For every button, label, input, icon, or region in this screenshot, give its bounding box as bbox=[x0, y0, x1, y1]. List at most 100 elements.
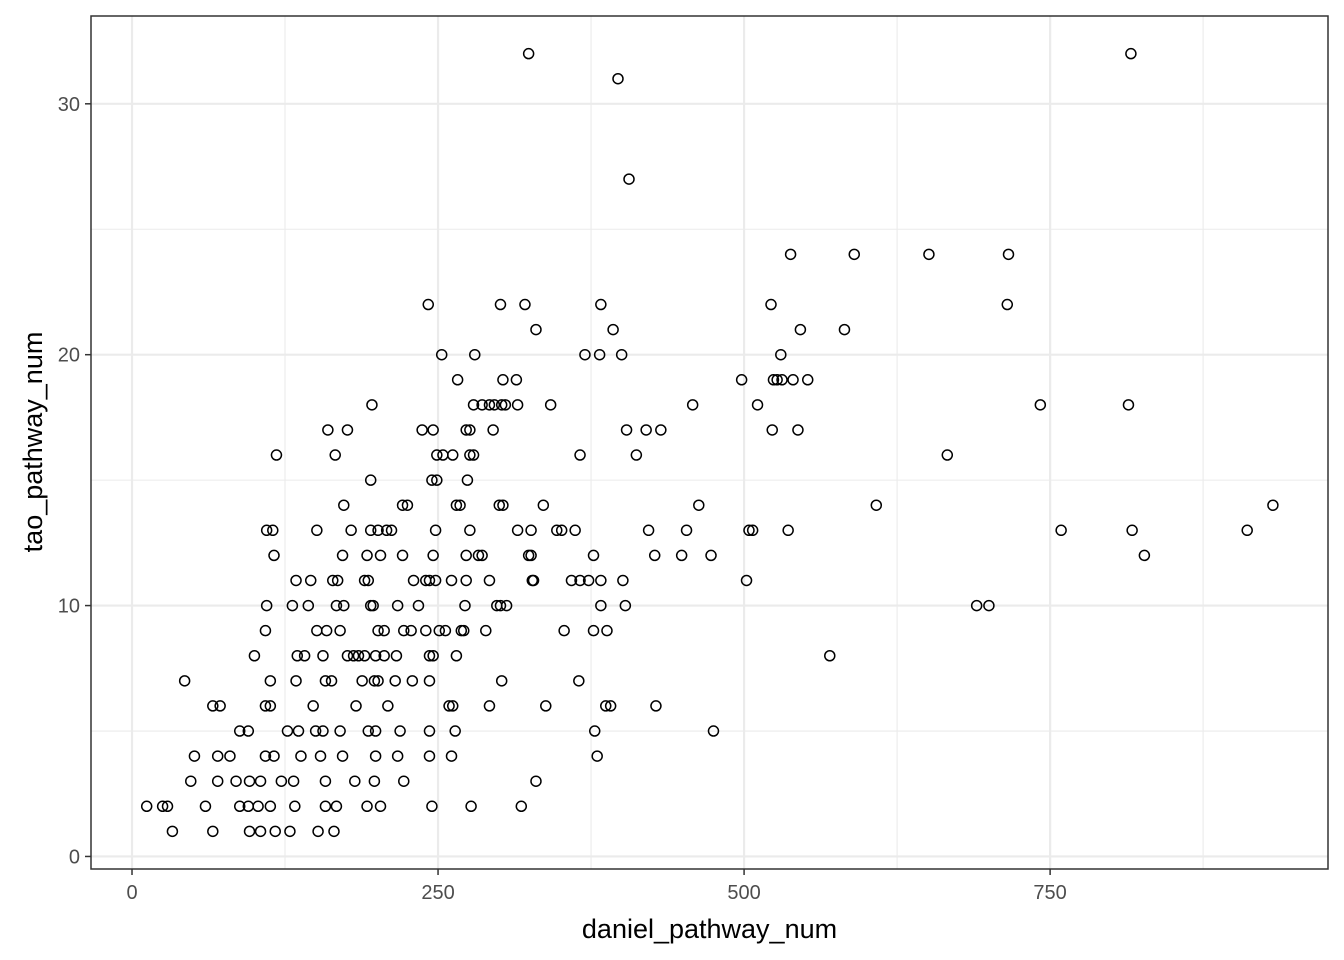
data-point bbox=[423, 750, 436, 762]
data-point bbox=[287, 775, 300, 787]
data-point bbox=[458, 624, 470, 637]
data-point bbox=[604, 700, 617, 712]
data-point bbox=[686, 399, 699, 411]
data-point bbox=[269, 825, 281, 838]
data-point bbox=[1138, 549, 1151, 562]
data-point bbox=[361, 549, 373, 562]
data-point bbox=[290, 574, 302, 587]
data-point bbox=[382, 700, 394, 712]
data-point bbox=[390, 650, 403, 662]
data-point bbox=[291, 650, 304, 662]
data-point bbox=[650, 700, 662, 712]
data-point bbox=[199, 800, 212, 813]
data-point bbox=[267, 524, 279, 537]
data-point bbox=[396, 549, 409, 562]
data-point bbox=[270, 449, 283, 461]
data-point bbox=[312, 825, 324, 838]
data-point bbox=[460, 424, 472, 436]
data-point bbox=[362, 574, 375, 587]
data-point bbox=[230, 775, 242, 787]
data-point bbox=[530, 775, 542, 787]
data-point bbox=[454, 499, 466, 511]
data-point bbox=[784, 248, 797, 261]
data-point bbox=[398, 624, 410, 637]
data-point bbox=[429, 524, 442, 537]
data-point bbox=[309, 725, 322, 737]
data-point bbox=[290, 675, 302, 687]
data-point bbox=[319, 675, 332, 687]
data-point bbox=[368, 675, 381, 687]
data-point bbox=[416, 424, 428, 436]
data-point bbox=[391, 599, 404, 612]
data-point bbox=[569, 524, 581, 537]
data-point bbox=[422, 298, 435, 311]
data-point bbox=[483, 399, 496, 411]
data-point bbox=[707, 725, 720, 737]
data-point bbox=[461, 474, 474, 486]
data-point bbox=[469, 348, 481, 361]
data-point bbox=[429, 574, 442, 587]
data-point bbox=[519, 298, 531, 311]
data-point bbox=[372, 624, 384, 637]
data-point bbox=[497, 499, 509, 511]
data-point bbox=[445, 750, 458, 762]
data-point bbox=[776, 374, 788, 386]
data-point bbox=[243, 825, 256, 838]
data-point bbox=[642, 524, 655, 537]
data-point bbox=[378, 624, 390, 637]
data-point bbox=[511, 399, 524, 411]
data-point bbox=[334, 624, 346, 637]
data-point bbox=[368, 775, 381, 787]
data-point bbox=[595, 599, 607, 612]
data-point bbox=[615, 348, 628, 361]
data-point bbox=[336, 549, 349, 562]
data-point bbox=[765, 298, 777, 311]
data-point bbox=[396, 499, 409, 511]
data-point bbox=[623, 173, 635, 185]
data-points bbox=[140, 47, 1279, 838]
x-tick-label: 0 bbox=[126, 882, 137, 904]
data-point bbox=[401, 499, 414, 511]
data-point bbox=[259, 750, 272, 762]
data-point bbox=[450, 499, 463, 511]
data-point bbox=[593, 348, 606, 361]
data-point bbox=[380, 524, 393, 537]
data-point bbox=[369, 650, 382, 662]
data-point bbox=[464, 449, 476, 461]
grid-lines bbox=[91, 16, 1328, 869]
data-point bbox=[983, 599, 995, 612]
data-point bbox=[838, 323, 851, 336]
data-point bbox=[445, 574, 458, 587]
data-point bbox=[480, 624, 492, 637]
panel-border bbox=[90, 15, 1329, 870]
data-point bbox=[460, 549, 472, 562]
data-point bbox=[693, 499, 705, 511]
data-point bbox=[358, 574, 371, 587]
data-point bbox=[207, 700, 219, 712]
data-point bbox=[582, 574, 595, 587]
data-point bbox=[767, 374, 780, 386]
data-point bbox=[544, 399, 557, 411]
data-point bbox=[450, 650, 463, 662]
data-point bbox=[233, 725, 246, 737]
data-point bbox=[374, 549, 387, 562]
data-point bbox=[439, 624, 452, 637]
data-point bbox=[361, 800, 373, 813]
data-point bbox=[295, 750, 307, 762]
data-point bbox=[1267, 499, 1279, 511]
data-point bbox=[675, 549, 688, 562]
data-point bbox=[740, 574, 753, 587]
data-point bbox=[465, 800, 477, 813]
data-point bbox=[574, 574, 586, 587]
data-point bbox=[328, 825, 340, 838]
data-point bbox=[286, 599, 299, 612]
data-point bbox=[464, 424, 476, 436]
data-point bbox=[775, 348, 787, 361]
data-point bbox=[378, 650, 390, 662]
data-point bbox=[446, 700, 459, 712]
data-point bbox=[350, 700, 362, 712]
data-point bbox=[398, 775, 410, 787]
data-point bbox=[640, 424, 652, 436]
data-point bbox=[367, 599, 379, 612]
